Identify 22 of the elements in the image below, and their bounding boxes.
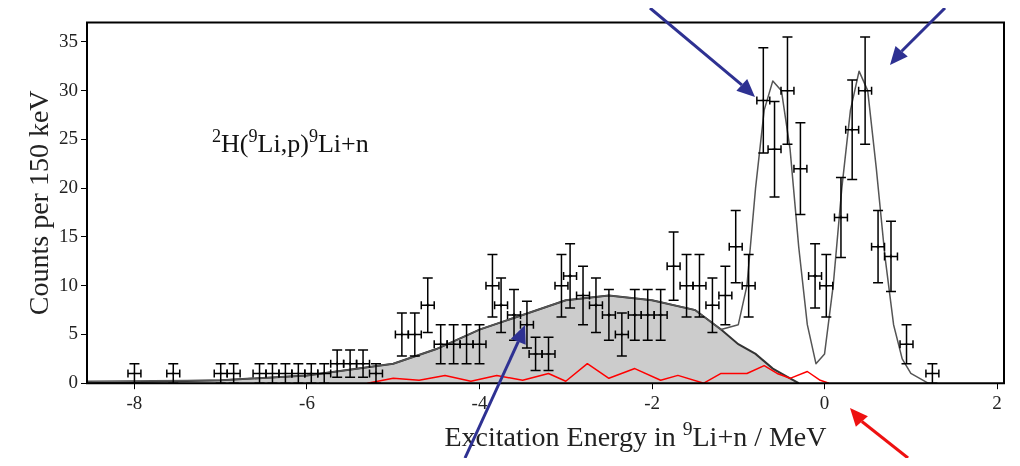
x-tick-label: -6 [299, 391, 315, 413]
y-tick-label: 10 [59, 273, 78, 295]
y-tick-label: 5 [68, 322, 78, 344]
y-tick-label: 35 [59, 29, 78, 51]
x-tick-label: -8 [126, 391, 143, 413]
x-tick-label: 2 [992, 391, 1002, 413]
point [317, 368, 332, 379]
y-tick-label: 20 [59, 176, 78, 198]
x-tick-label: 0 [819, 391, 830, 413]
point [226, 368, 241, 379]
y-tick-label: 30 [59, 78, 78, 100]
point [304, 368, 319, 379]
y-tick-label: 25 [59, 127, 78, 149]
point [692, 280, 707, 291]
point [265, 368, 280, 379]
x-tick-label: -4 [471, 391, 488, 413]
y-tick-label: 15 [59, 224, 78, 246]
x-tick-label: -2 [644, 391, 660, 413]
point [291, 368, 306, 379]
y-tick-label: 0 [68, 371, 78, 393]
point [278, 368, 293, 379]
y-axis-title: Counts per 150 keV [23, 90, 54, 316]
